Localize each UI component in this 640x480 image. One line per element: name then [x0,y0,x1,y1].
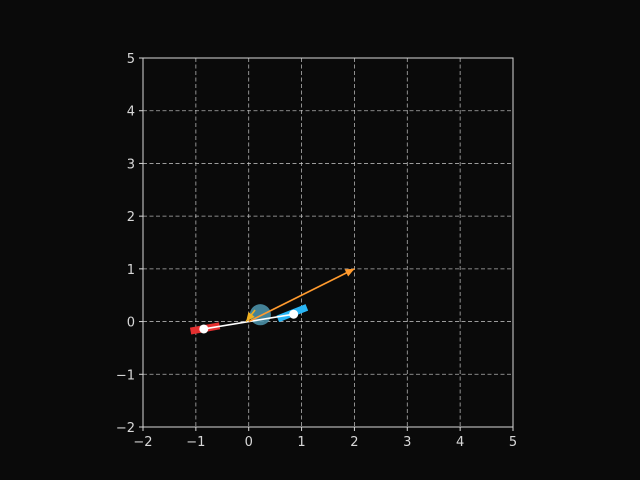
arrow-head [246,312,255,322]
x-tick-label: −2 [133,435,152,450]
y-tick-label: −1 [116,368,135,383]
x-tick-label: 4 [456,435,464,450]
x-axis-ticks: −2 −1 0 1 2 3 4 5 [133,427,517,450]
x-tick-label: 3 [403,435,411,450]
y-tick-label: 3 [127,157,135,172]
x-tick-label: −1 [186,435,205,450]
y-tick-label: 0 [127,316,135,331]
arrow-shaft [248,268,355,323]
y-tick-label: 5 [127,52,135,67]
y-tick-label: 2 [127,210,135,225]
plot-frame [142,57,514,428]
y-tick-label: −2 [116,421,135,436]
x-tick-label: 1 [297,435,305,450]
center-disk [249,304,271,326]
data-point [199,324,209,334]
y-tick-label: 1 [127,263,135,278]
x-tick-label: 5 [509,435,517,450]
grid-layer [142,57,514,428]
y-tick-label: 4 [127,105,135,120]
arrow-head [344,268,355,277]
data-point [289,309,299,319]
x-tick-label: 2 [350,435,358,450]
y-axis-ticks: −2 −1 0 1 2 3 4 5 [116,52,143,436]
plot-marks [189,268,355,335]
x-tick-label: 0 [245,435,253,450]
